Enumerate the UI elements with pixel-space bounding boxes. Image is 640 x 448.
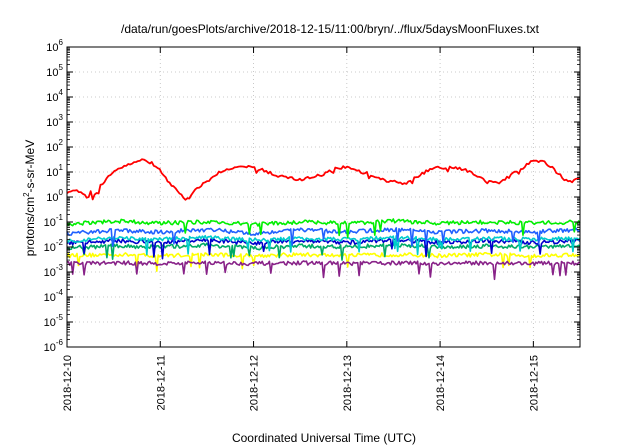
y-axis-label-sup: 2 — [22, 192, 31, 197]
x-tick-label: 2018-12-12 — [249, 355, 261, 411]
chart-title: /data/run/goesPlots/archive/2018-12-15/1… — [121, 22, 540, 36]
y-tick-label-exponent: -4 — [56, 288, 64, 297]
y-tick-label-base: 10 — [46, 117, 58, 129]
y-tick-label: 106 — [46, 38, 63, 54]
y-tick-label-base: 10 — [46, 167, 58, 179]
y-tick-label-base: 10 — [46, 142, 58, 154]
y-tick-label: 101 — [46, 163, 63, 179]
y-tick-label-exponent: 4 — [59, 88, 64, 97]
x-tick-label: 2018-12-14 — [435, 355, 447, 411]
y-tick-label-exponent: -1 — [56, 213, 64, 222]
y-tick-label-exponent: 1 — [59, 163, 64, 172]
y-axis-label-rest: -s-sr-MeV — [23, 140, 37, 193]
y-tick-label: 104 — [46, 88, 63, 104]
y-tick-label: 10-1 — [44, 213, 64, 229]
y-tick-label-exponent: -6 — [56, 338, 64, 347]
y-tick-label-base: 10 — [46, 192, 58, 204]
x-tick-label: 2018-12-15 — [528, 355, 540, 411]
y-tick-label: 10-3 — [44, 263, 64, 279]
grid — [67, 47, 580, 347]
y-tick-label-exponent: 2 — [59, 138, 64, 147]
series-line-2 — [66, 227, 581, 247]
y-tick-label-base: 10 — [44, 342, 56, 354]
y-tick-label-base: 10 — [44, 217, 56, 229]
y-tick-label: 10-6 — [44, 338, 64, 354]
y-tick-label: 105 — [46, 63, 63, 79]
y-tick-label: 103 — [46, 113, 63, 129]
y-tick-label: 10-4 — [44, 288, 64, 304]
series-line-4 — [66, 237, 581, 260]
y-tick-label: 10-5 — [44, 313, 64, 329]
y-tick-label-exponent: -5 — [56, 313, 64, 322]
x-axis-label: Coordinated Universal Time (UTC) — [232, 431, 416, 445]
y-tick-label-exponent: 5 — [59, 63, 64, 72]
y-axis-label: protons/cm2-s-sr-MeV — [22, 140, 37, 256]
y-tick-label-base: 10 — [46, 92, 58, 104]
y-tick-label: 100 — [46, 188, 63, 204]
series-line-6 — [66, 252, 581, 272]
series-layer — [66, 158, 581, 281]
series-line-7 — [66, 260, 580, 281]
y-tick-label-exponent: -2 — [56, 238, 64, 247]
x-tick-label: 2018-12-13 — [342, 355, 354, 411]
y-tick-label-exponent: 0 — [59, 188, 64, 197]
y-tick-label-base: 10 — [44, 267, 56, 279]
x-axis-ticks: 2018-12-10 2018-12-11 2018-12-12 2018-12-13… — [62, 47, 540, 411]
y-tick-label-exponent: 6 — [59, 38, 64, 47]
series-line-5 — [66, 242, 581, 261]
y-tick-label-base: 10 — [46, 67, 58, 79]
y-tick-label-exponent: 3 — [59, 113, 64, 122]
y-tick-label-exponent: -3 — [56, 263, 64, 272]
y-tick-label-base: 10 — [44, 242, 56, 254]
y-tick-label: 10-2 — [44, 238, 64, 254]
series-line-0 — [66, 158, 581, 201]
x-tick-label: 2018-12-11 — [155, 355, 167, 410]
y-tick-label: 102 — [46, 138, 63, 154]
series-line-1 — [66, 218, 581, 239]
y-tick-label-base: 10 — [44, 317, 56, 329]
x-tick-label: 2018-12-10 — [62, 355, 74, 411]
y-axis-label-base: protons/cm — [23, 197, 37, 256]
y-axis-ticks: 10-610-510-410-310-210-11001011021031041… — [44, 38, 580, 354]
y-tick-label-base: 10 — [46, 42, 58, 54]
y-tick-label-base: 10 — [44, 292, 56, 304]
